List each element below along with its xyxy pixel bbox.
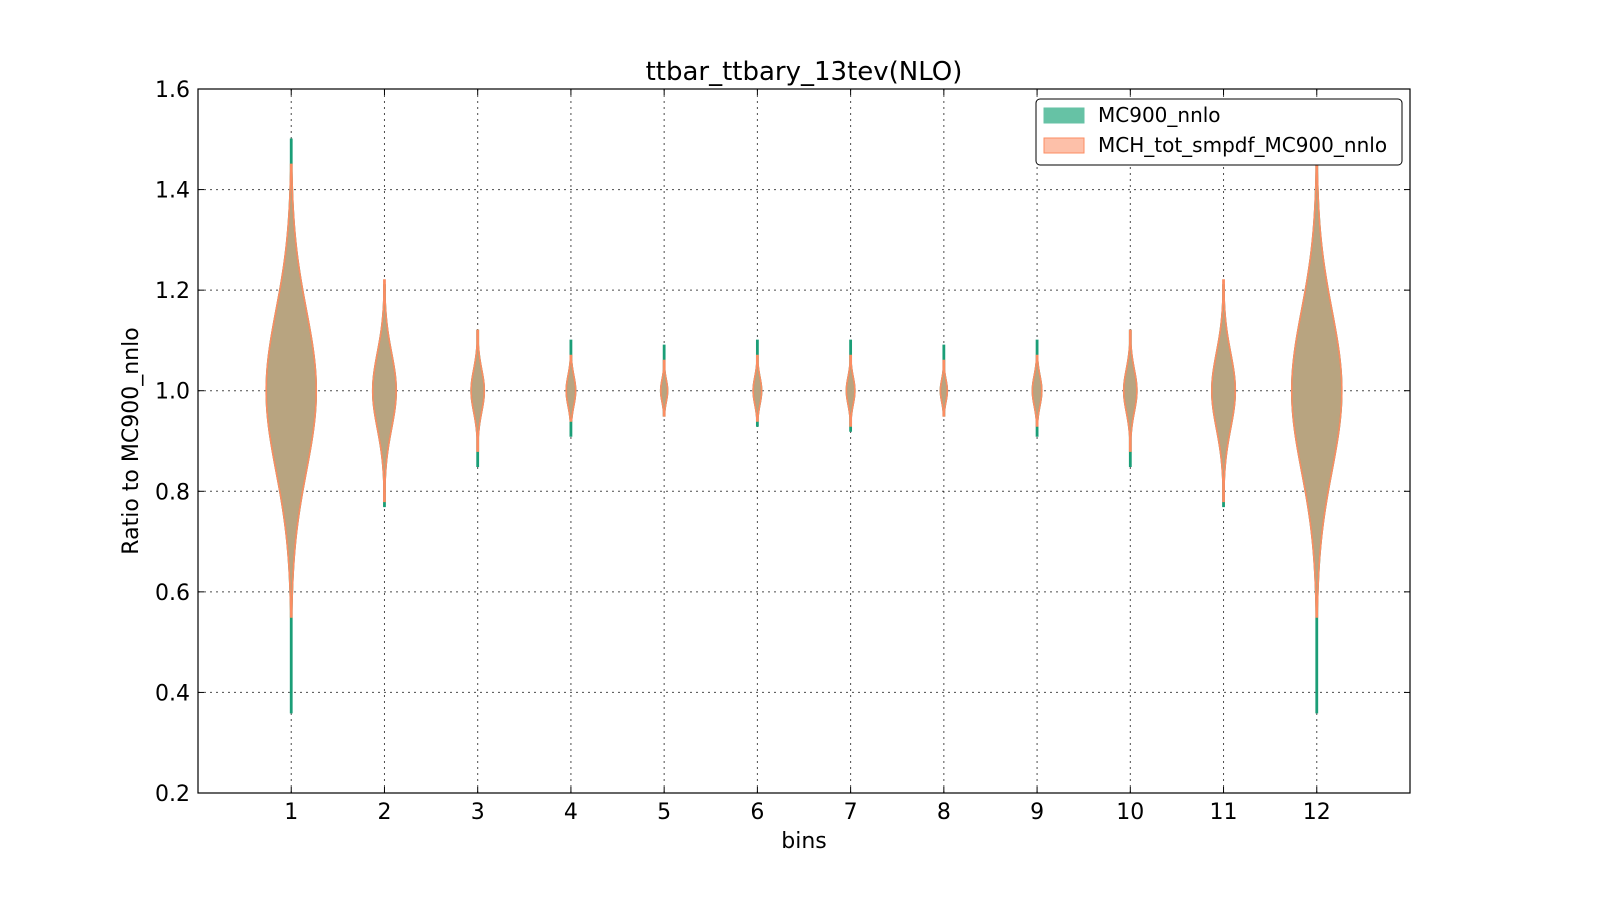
x-tick-label: 3 — [471, 800, 485, 825]
violin-mch-tot-smpdf-bin-4 — [565, 354, 577, 422]
y-axis-label: Ratio to MC900_nnlo — [119, 327, 144, 554]
legend-label-mch-tot-smpdf: MCH_tot_smpdf_MC900_nnlo — [1098, 133, 1387, 157]
x-tick-label: 4 — [564, 800, 578, 825]
axes-frame — [197, 88, 1411, 794]
violin-mch-tot-smpdf-bin-3 — [470, 329, 486, 452]
x-tick-label: 7 — [844, 800, 858, 825]
violins — [265, 138, 1343, 714]
violin-mch-tot-smpdf-bin-1 — [265, 163, 318, 618]
y-tick-label: 0.8 — [155, 480, 190, 505]
y-tick-label: 1.0 — [155, 380, 190, 405]
x-tick-label: 6 — [750, 800, 764, 825]
x-tick-label: 8 — [937, 800, 951, 825]
legend-box — [1035, 98, 1403, 166]
y-tick-label: 0.6 — [155, 581, 190, 606]
x-tick-label: 2 — [377, 800, 391, 825]
violin-mch-tot-smpdf-bin-10 — [1122, 329, 1138, 452]
axis-ticks: 0.20.40.60.81.01.21.41.61 2 3 4 5 6 7 8 9 10 11 12 — [155, 78, 1410, 825]
y-tick-label: 1.2 — [155, 279, 190, 304]
x-tick-label: 1 — [284, 800, 298, 825]
x-axis-label: bins — [781, 829, 826, 854]
legend-swatch-mch-tot-smpdf — [1043, 137, 1085, 154]
violin-mch-tot-smpdf-bin-5 — [659, 359, 669, 417]
y-tick-label: 1.4 — [155, 179, 190, 204]
x-tick-label: 11 — [1210, 800, 1238, 825]
grid-lines — [198, 89, 1410, 793]
x-tick-label: 5 — [657, 800, 671, 825]
x-tick-label: 9 — [1030, 800, 1044, 825]
legend-swatch-mc900-nnlo — [1043, 107, 1085, 124]
legend: MC900_nnlo MCH_tot_smpdf_MC900_nnlo — [1035, 98, 1403, 166]
y-tick-label: 0.2 — [155, 782, 190, 807]
violin-mch-tot-smpdf-bin-7 — [845, 354, 856, 427]
chart-title: ttbar_ttbary_13tev(NLO) — [646, 57, 963, 87]
violin-mch-tot-smpdf-bin-6 — [752, 354, 763, 422]
legend-label-mc900-nnlo: MC900_nnlo — [1098, 103, 1221, 127]
violin-mch-tot-smpdf-bin-8 — [939, 359, 949, 417]
y-tick-label: 1.6 — [155, 78, 190, 103]
x-tick-label: 12 — [1303, 800, 1331, 825]
y-tick-label: 0.4 — [155, 681, 190, 706]
violin-mch-tot-smpdf-bin-2 — [371, 279, 397, 503]
violin-mch-tot-smpdf-bin-11 — [1211, 279, 1237, 503]
violin-mch-tot-smpdf-bin-9 — [1031, 354, 1043, 427]
x-tick-label: 10 — [1116, 800, 1144, 825]
